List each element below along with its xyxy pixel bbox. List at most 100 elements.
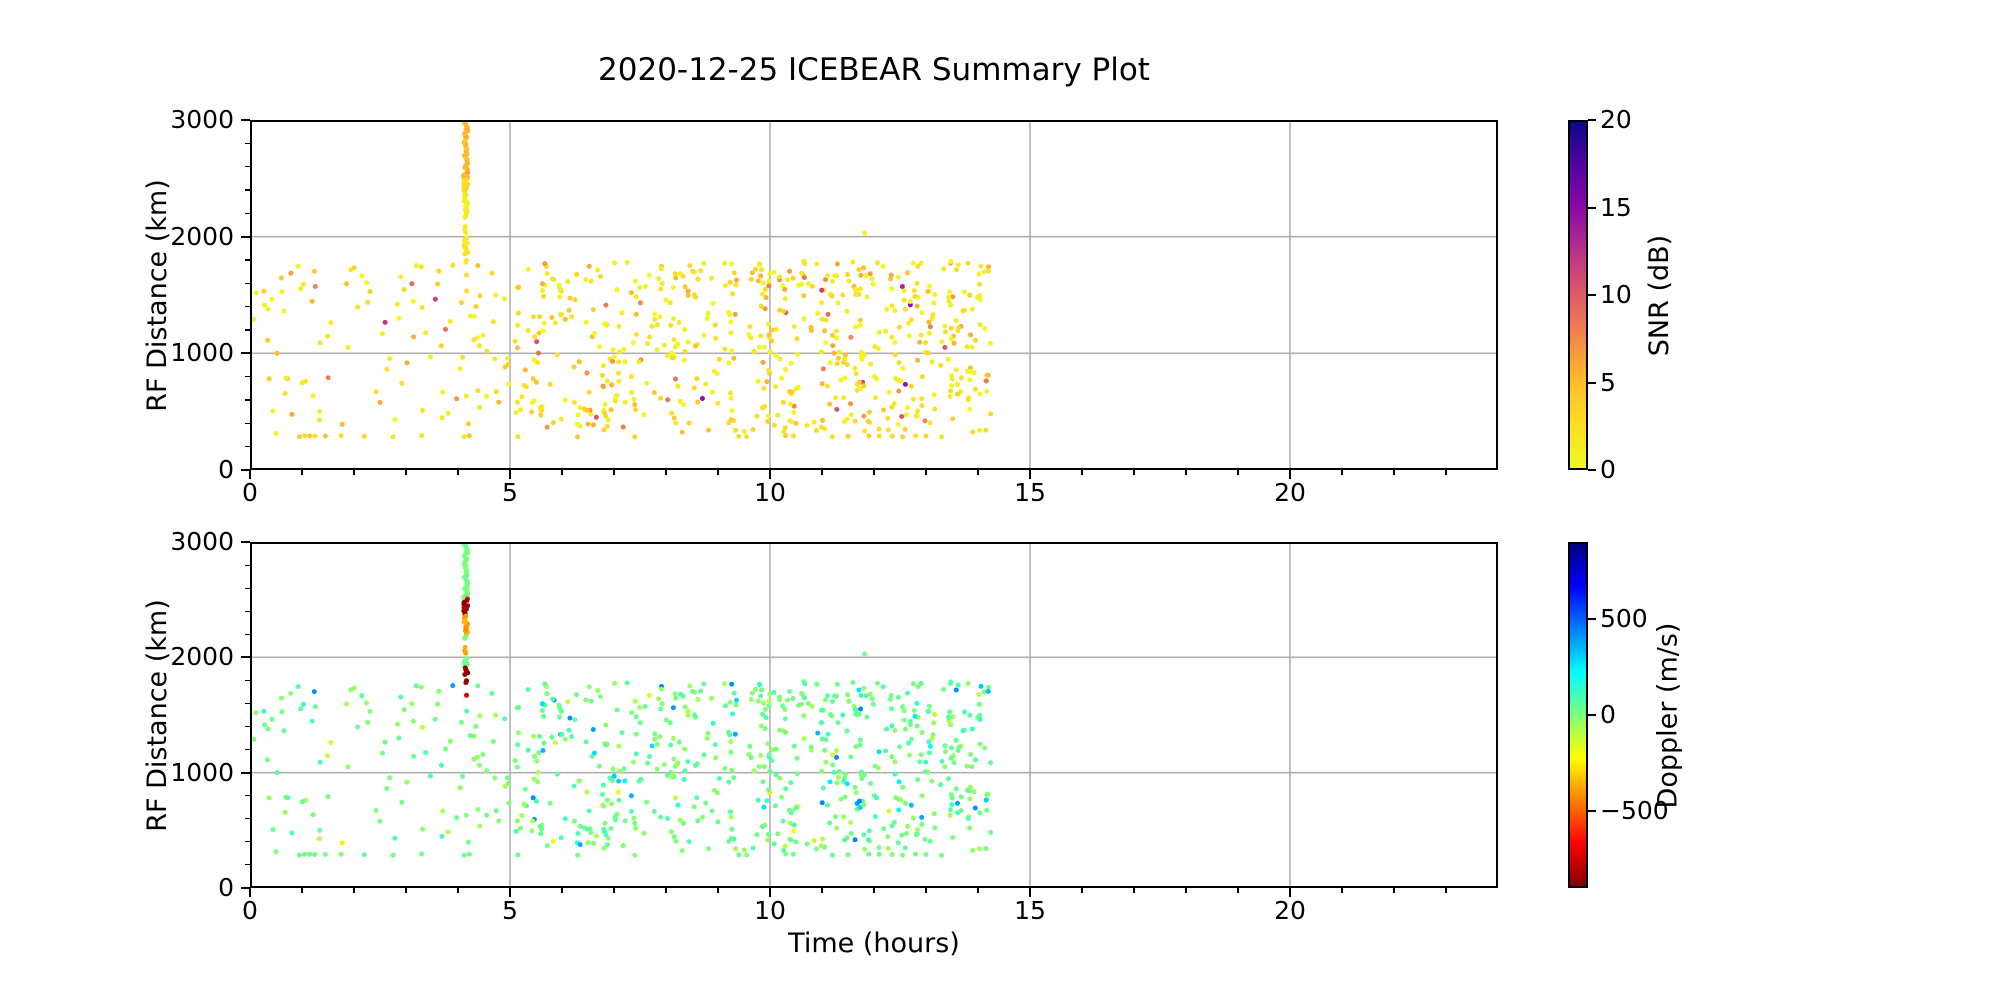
data-point bbox=[857, 805, 863, 810]
data-point bbox=[410, 718, 416, 724]
data-point bbox=[947, 393, 953, 399]
data-point bbox=[669, 774, 675, 780]
data-point bbox=[892, 759, 898, 765]
data-point bbox=[819, 707, 825, 713]
data-point bbox=[541, 293, 547, 299]
data-point bbox=[885, 415, 891, 421]
data-point bbox=[925, 350, 931, 356]
data-point bbox=[359, 693, 365, 699]
data-point bbox=[716, 356, 722, 362]
data-point bbox=[981, 689, 987, 695]
data-point bbox=[604, 423, 610, 429]
y-minor-tick bbox=[245, 818, 250, 820]
data-point bbox=[693, 294, 699, 300]
data-point bbox=[926, 319, 932, 325]
data-point bbox=[616, 743, 622, 749]
data-point bbox=[791, 828, 797, 834]
data-point bbox=[513, 410, 519, 415]
data-point bbox=[728, 814, 734, 820]
data-point bbox=[521, 382, 527, 388]
x-minor-tick bbox=[665, 470, 667, 475]
data-point bbox=[958, 389, 964, 395]
data-point bbox=[781, 728, 787, 734]
data-point bbox=[845, 433, 851, 439]
data-point bbox=[681, 402, 686, 407]
data-point bbox=[657, 734, 663, 740]
data-point bbox=[830, 699, 835, 704]
data-point bbox=[392, 417, 398, 423]
data-point bbox=[868, 361, 874, 367]
data-point bbox=[637, 705, 643, 710]
data-point bbox=[777, 727, 783, 733]
data-point bbox=[428, 354, 433, 360]
data-point bbox=[687, 263, 693, 269]
data-point bbox=[841, 395, 847, 401]
data-point bbox=[773, 353, 779, 358]
data-point bbox=[278, 695, 284, 701]
data-point bbox=[514, 345, 520, 351]
data-point bbox=[777, 775, 783, 781]
x-major-tick bbox=[1029, 888, 1031, 897]
data-point bbox=[867, 691, 873, 697]
data-point bbox=[467, 733, 473, 739]
data-point bbox=[788, 418, 794, 424]
data-point bbox=[758, 333, 764, 339]
data-point bbox=[864, 714, 870, 720]
data-point bbox=[919, 821, 925, 827]
data-point bbox=[832, 693, 838, 699]
data-point bbox=[464, 656, 470, 661]
data-point bbox=[658, 286, 664, 292]
data-point bbox=[965, 397, 971, 403]
data-point bbox=[835, 355, 841, 361]
data-point bbox=[840, 712, 846, 718]
data-point bbox=[881, 826, 887, 832]
data-point bbox=[642, 704, 648, 709]
data-point bbox=[671, 337, 677, 343]
data-point bbox=[775, 831, 781, 837]
data-point bbox=[544, 843, 550, 849]
data-point bbox=[927, 703, 932, 709]
data-point bbox=[475, 263, 481, 269]
data-point bbox=[685, 293, 691, 298]
data-point bbox=[845, 692, 851, 698]
data-point bbox=[748, 335, 754, 341]
data-point bbox=[525, 747, 531, 753]
data-point bbox=[801, 293, 807, 299]
data-point bbox=[782, 707, 788, 712]
data-point bbox=[801, 713, 807, 719]
data-point bbox=[419, 724, 425, 730]
data-point bbox=[544, 271, 550, 277]
data-point bbox=[841, 779, 846, 784]
data-point bbox=[736, 433, 742, 439]
data-point bbox=[616, 323, 622, 329]
data-point bbox=[480, 752, 486, 758]
data-point bbox=[654, 766, 660, 772]
data-point bbox=[819, 287, 825, 293]
data-point bbox=[532, 753, 538, 759]
data-point bbox=[853, 790, 859, 796]
data-point bbox=[413, 263, 419, 269]
data-point bbox=[584, 370, 590, 376]
data-point bbox=[270, 827, 276, 833]
data-point bbox=[604, 842, 610, 848]
data-point bbox=[544, 424, 550, 430]
data-point bbox=[971, 370, 977, 376]
snr-colorbar bbox=[1568, 120, 1588, 470]
data-point bbox=[601, 427, 607, 433]
data-point bbox=[278, 275, 284, 281]
data-point bbox=[922, 836, 928, 842]
data-point bbox=[780, 283, 786, 289]
data-point bbox=[439, 833, 445, 839]
data-point bbox=[889, 286, 895, 292]
data-point bbox=[251, 317, 257, 322]
data-point bbox=[842, 375, 848, 381]
data-point bbox=[265, 306, 271, 312]
data-point bbox=[919, 403, 925, 409]
data-point bbox=[475, 388, 481, 394]
data-point bbox=[685, 288, 691, 294]
data-point bbox=[612, 398, 618, 404]
data-point bbox=[804, 841, 810, 847]
data-point bbox=[914, 280, 920, 286]
data-point bbox=[827, 401, 833, 407]
data-point bbox=[312, 284, 318, 289]
